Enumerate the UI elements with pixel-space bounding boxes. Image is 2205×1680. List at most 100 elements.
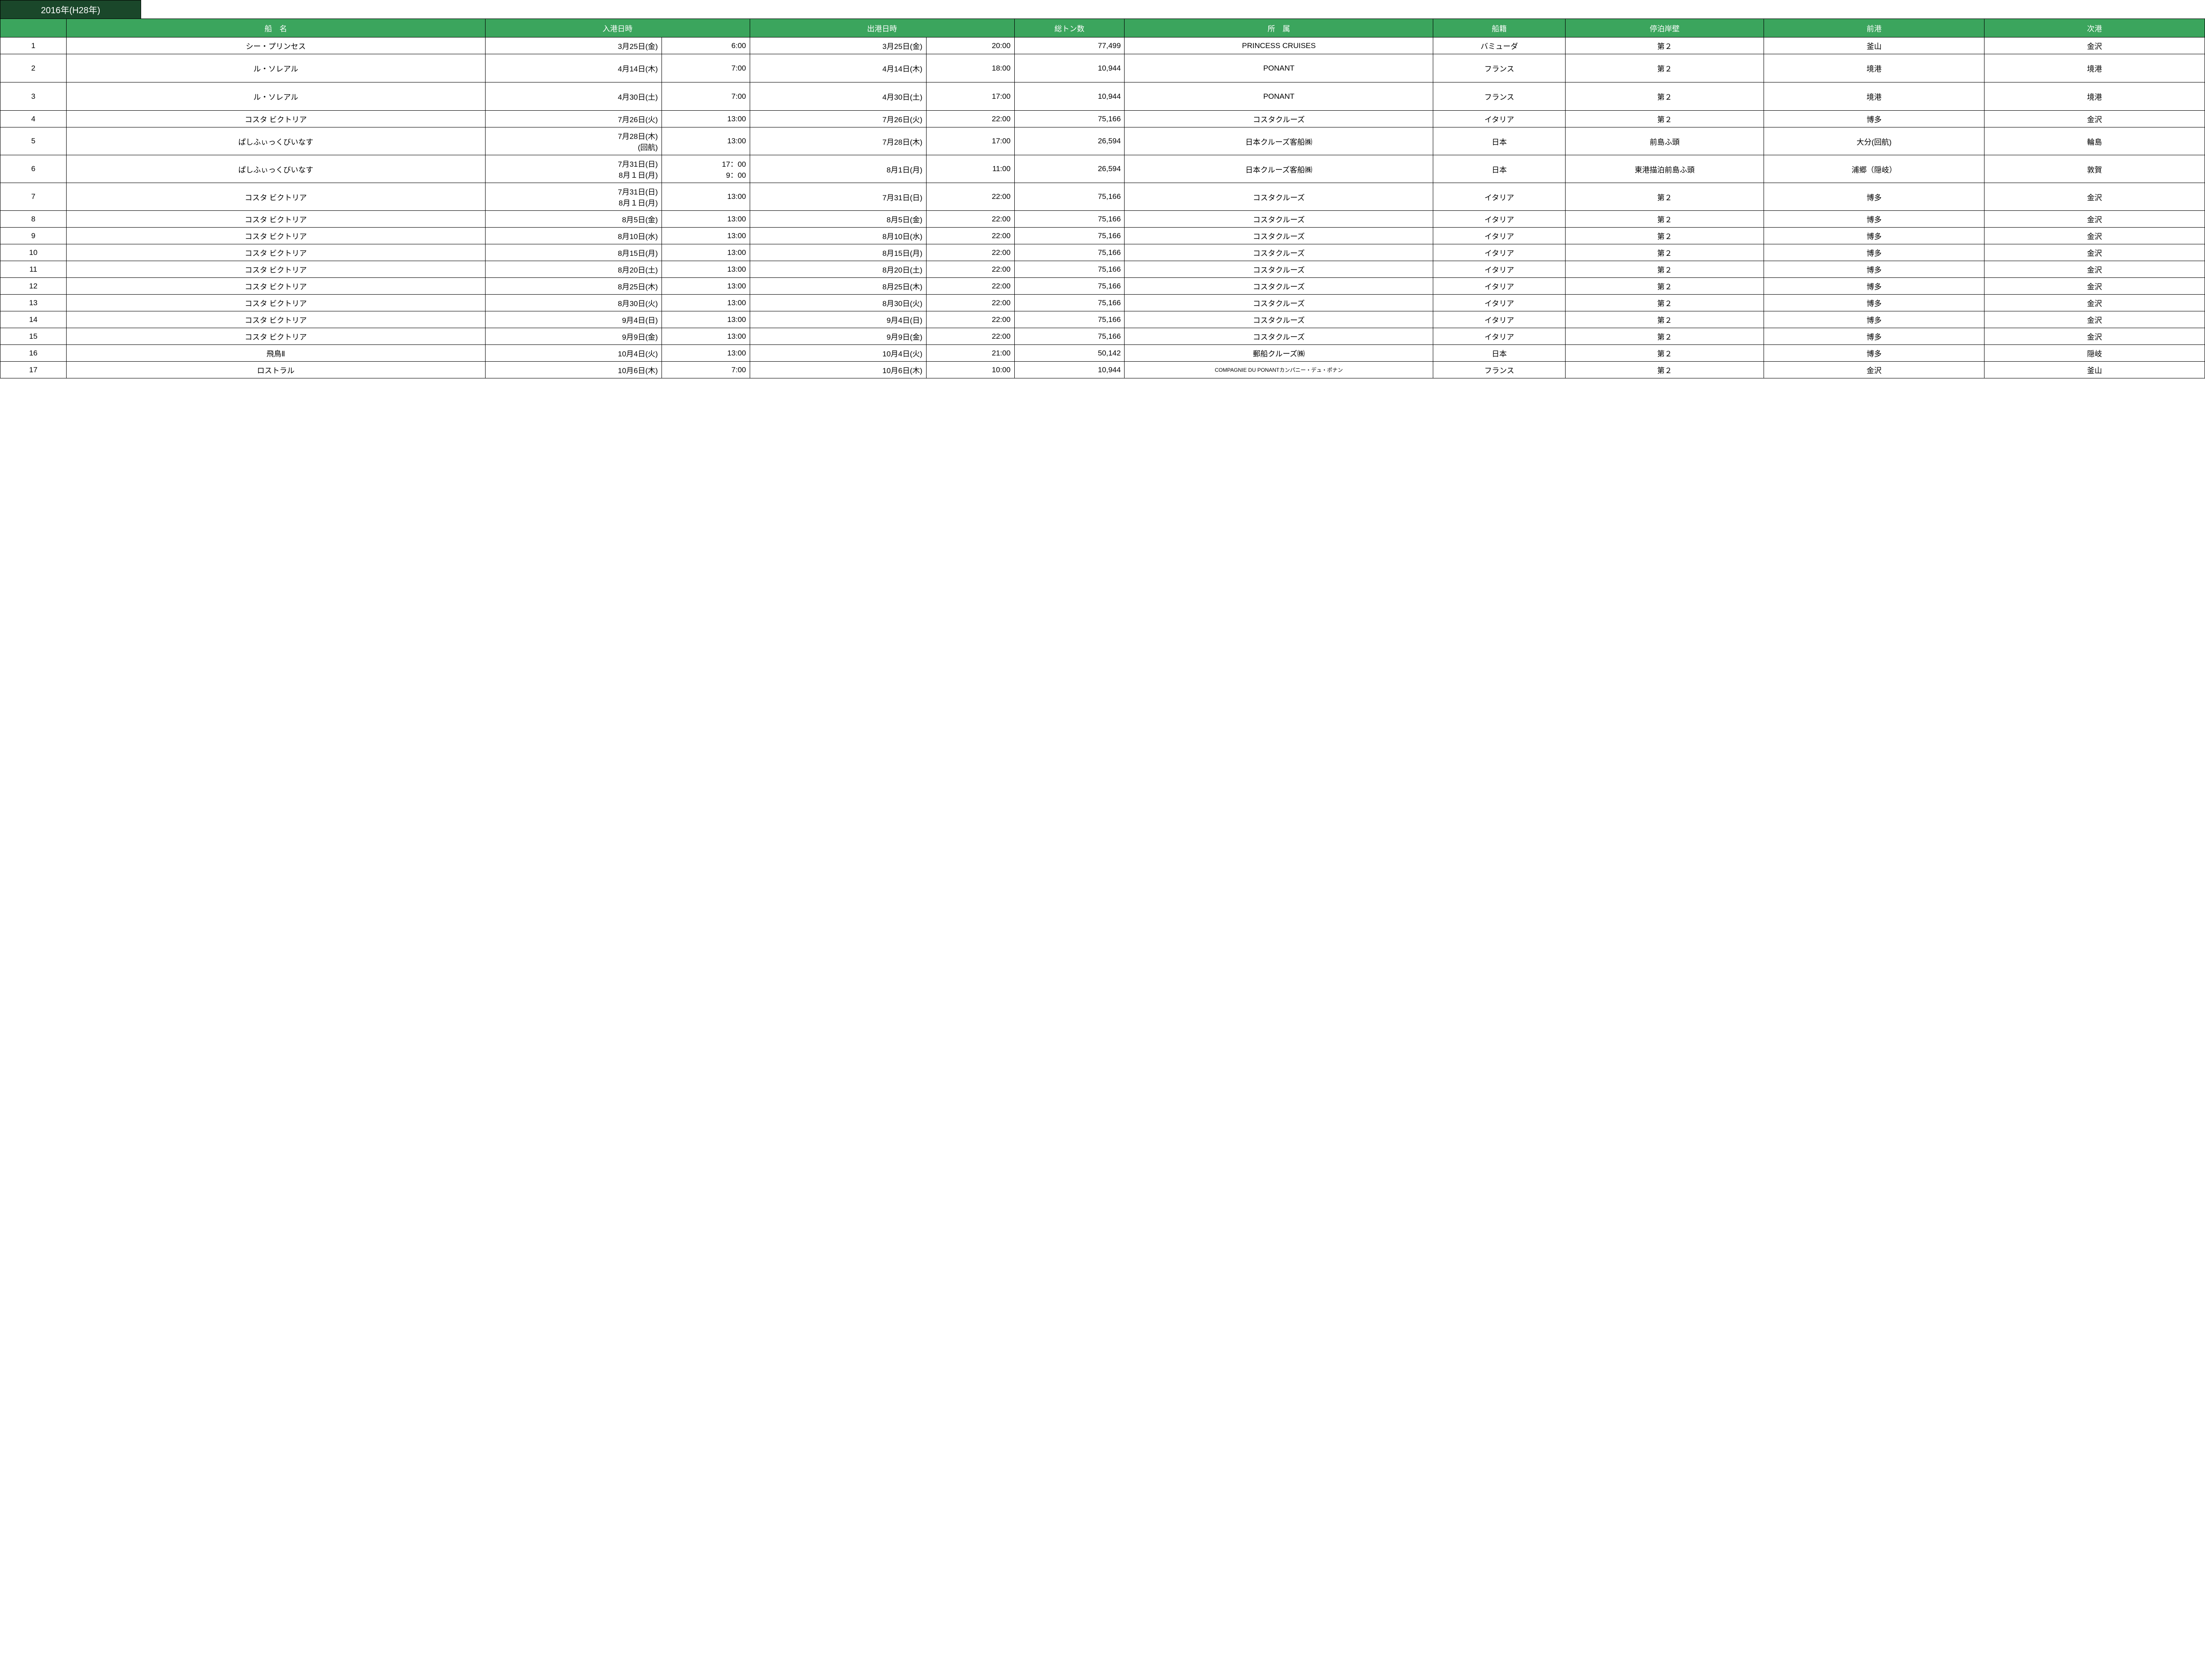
table-cell: コスタクルーズ	[1125, 228, 1433, 244]
table-cell: 13:00	[662, 127, 750, 155]
table-cell: 第２	[1566, 183, 1764, 211]
table-header: 船 名	[66, 19, 485, 37]
table-cell: コスタ ビクトリア	[66, 295, 485, 311]
table-cell: 博多	[1764, 211, 1984, 228]
table-cell: 飛鳥Ⅱ	[66, 345, 485, 362]
table-cell: 大分(回航)	[1764, 127, 1984, 155]
table-cell: 22:00	[926, 311, 1014, 328]
table-cell: 10月4日(火)	[485, 345, 662, 362]
table-cell: 金沢	[1764, 362, 1984, 378]
table-row: 5ぱしふぃっくびいなす7月28日(木)(回航)13:007月28日(木)17:0…	[0, 127, 2205, 155]
table-cell: ぱしふぃっくびいなす	[66, 127, 485, 155]
table-cell: 75,166	[1014, 211, 1125, 228]
table-cell: PONANT	[1125, 54, 1433, 82]
table-cell: 博多	[1764, 183, 1984, 211]
table-cell: 13:00	[662, 183, 750, 211]
table-cell: コスタ ビクトリア	[66, 111, 485, 127]
table-cell: 16	[0, 345, 67, 362]
table-cell: 第２	[1566, 362, 1764, 378]
table-cell: 東港描泊前島ふ頭	[1566, 155, 1764, 183]
table-cell: 7月28日(木)(回航)	[485, 127, 662, 155]
table-cell: 3月25日(金)	[750, 37, 926, 54]
table-cell: イタリア	[1433, 211, 1566, 228]
table-cell: 21:00	[926, 345, 1014, 362]
table-cell: 隠岐	[1984, 345, 2205, 362]
table-cell: 金沢	[1984, 278, 2205, 295]
table-cell: 14	[0, 311, 67, 328]
table-cell: 10,944	[1014, 54, 1125, 82]
table-header: 所 属	[1125, 19, 1433, 37]
table-cell: 17：009：00	[662, 155, 750, 183]
table-cell: 22:00	[926, 328, 1014, 345]
table-cell: 輪島	[1984, 127, 2205, 155]
table-cell: 13:00	[662, 295, 750, 311]
table-cell: イタリア	[1433, 244, 1566, 261]
table-cell: 10	[0, 244, 67, 261]
table-cell: 9月9日(金)	[750, 328, 926, 345]
table-cell: イタリア	[1433, 111, 1566, 127]
table-cell: 75,166	[1014, 278, 1125, 295]
table-cell: 10:00	[926, 362, 1014, 378]
table-cell: 22:00	[926, 244, 1014, 261]
table-cell: 博多	[1764, 111, 1984, 127]
table-cell: 金沢	[1984, 311, 2205, 328]
table-cell: 8月20日(土)	[485, 261, 662, 278]
table-cell: フランス	[1433, 54, 1566, 82]
table-cell: 20:00	[926, 37, 1014, 54]
table-cell: 博多	[1764, 295, 1984, 311]
table-cell: 8月25日(木)	[485, 278, 662, 295]
table-cell: 13:00	[662, 261, 750, 278]
table-cell: 11:00	[926, 155, 1014, 183]
table-cell: イタリア	[1433, 261, 1566, 278]
table-header	[0, 19, 67, 37]
table-cell: 浦郷（隠岐）	[1764, 155, 1984, 183]
table-cell: 13	[0, 295, 67, 311]
table-cell: 釜山	[1984, 362, 2205, 378]
table-cell: 9月9日(金)	[485, 328, 662, 345]
table-cell: 4月14日(木)	[485, 54, 662, 82]
table-cell: 博多	[1764, 345, 1984, 362]
table-cell: 釜山	[1764, 37, 1984, 54]
table-cell: 9月4日(日)	[750, 311, 926, 328]
table-cell: フランス	[1433, 82, 1566, 111]
table-cell: 敦賀	[1984, 155, 2205, 183]
table-cell: 8月10日(水)	[485, 228, 662, 244]
table-cell: 8月15日(月)	[485, 244, 662, 261]
table-row: 2ル・ソレアル4月14日(木)7:004月14日(木)18:0010,944PO…	[0, 54, 2205, 82]
table-cell: 7:00	[662, 82, 750, 111]
table-cell: 75,166	[1014, 244, 1125, 261]
table-row: 14コスタ ビクトリア9月4日(日)13:009月4日(日)22:0075,16…	[0, 311, 2205, 328]
table-cell: 12	[0, 278, 67, 295]
table-row: 7コスタ ビクトリア7月31日(日)8月１日(月)13:007月31日(日)22…	[0, 183, 2205, 211]
table-cell: コスタクルーズ	[1125, 183, 1433, 211]
table-cell: 13:00	[662, 211, 750, 228]
table-cell: コスタ ビクトリア	[66, 183, 485, 211]
table-cell: 15	[0, 328, 67, 345]
table-cell: 13:00	[662, 228, 750, 244]
table-cell: 9月4日(日)	[485, 311, 662, 328]
table-cell: 9	[0, 228, 67, 244]
table-cell: 77,499	[1014, 37, 1125, 54]
table-row: 3ル・ソレアル4月30日(土)7:004月30日(土)17:0010,944PO…	[0, 82, 2205, 111]
table-cell: 17	[0, 362, 67, 378]
table-cell: 22:00	[926, 211, 1014, 228]
table-cell: 第２	[1566, 261, 1764, 278]
table-cell: コスタ ビクトリア	[66, 228, 485, 244]
table-cell: 第２	[1566, 328, 1764, 345]
table-cell: 7月28日(木)	[750, 127, 926, 155]
table-cell: 前島ふ頭	[1566, 127, 1764, 155]
table-cell: 7月31日(日)8月１日(月)	[485, 183, 662, 211]
table-cell: コスタクルーズ	[1125, 328, 1433, 345]
table-cell: 8月30日(火)	[750, 295, 926, 311]
table-cell: 日本クルーズ客船㈱	[1125, 127, 1433, 155]
table-cell: 金沢	[1984, 228, 2205, 244]
table-cell: 境港	[1984, 54, 2205, 82]
table-cell: 18:00	[926, 54, 1014, 82]
table-cell: 第２	[1566, 82, 1764, 111]
table-cell: イタリア	[1433, 311, 1566, 328]
table-header: 停泊岸壁	[1566, 19, 1764, 37]
table-cell: 2	[0, 54, 67, 82]
table-cell: 博多	[1764, 244, 1984, 261]
table-cell: 13:00	[662, 244, 750, 261]
table-header: 次港	[1984, 19, 2205, 37]
